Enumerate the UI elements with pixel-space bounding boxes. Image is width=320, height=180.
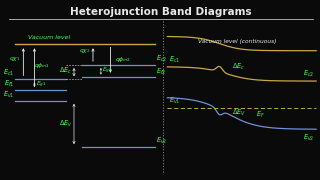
Text: $E_{f1}$: $E_{f1}$ [4,79,15,89]
Text: $E_{v2}$: $E_{v2}$ [303,133,315,143]
Text: $E_{c2}$: $E_{c2}$ [156,54,168,64]
Text: Vacuum level: Vacuum level [28,35,70,40]
Text: $\Delta E_v$: $\Delta E_v$ [59,119,72,129]
Text: $E_F$: $E_F$ [256,110,265,120]
Text: Heterojunction Band Diagrams: Heterojunction Band Diagrams [70,7,252,17]
Text: $E_{g2}$: $E_{g2}$ [102,66,113,76]
Text: $E_{v1}$: $E_{v1}$ [3,90,15,100]
Text: $q\phi_{m2}$: $q\phi_{m2}$ [115,55,131,64]
Text: $\Delta E_c$: $\Delta E_c$ [232,62,245,72]
Text: Vacuum level (continuous): Vacuum level (continuous) [198,39,276,44]
Text: $E_{g1}$: $E_{g1}$ [36,80,47,90]
Text: $\Delta E_c$: $\Delta E_c$ [59,66,72,76]
Text: $q\chi_2$: $q\chi_2$ [79,48,91,55]
Text: $E_{c1}$: $E_{c1}$ [4,68,15,78]
Text: $\Delta E_V$: $\Delta E_V$ [232,108,246,118]
Text: $E_{f2}$: $E_{f2}$ [156,66,167,77]
Text: $q\chi_1$: $q\chi_1$ [9,55,20,63]
Text: $q\phi_{m1}$: $q\phi_{m1}$ [34,61,50,70]
Text: $E_{c1}$: $E_{c1}$ [169,55,180,65]
Text: $E_{v2}$: $E_{v2}$ [156,136,168,146]
Text: $E_{v1}$: $E_{v1}$ [169,96,180,106]
Text: $E_{c2}$: $E_{c2}$ [303,69,315,79]
